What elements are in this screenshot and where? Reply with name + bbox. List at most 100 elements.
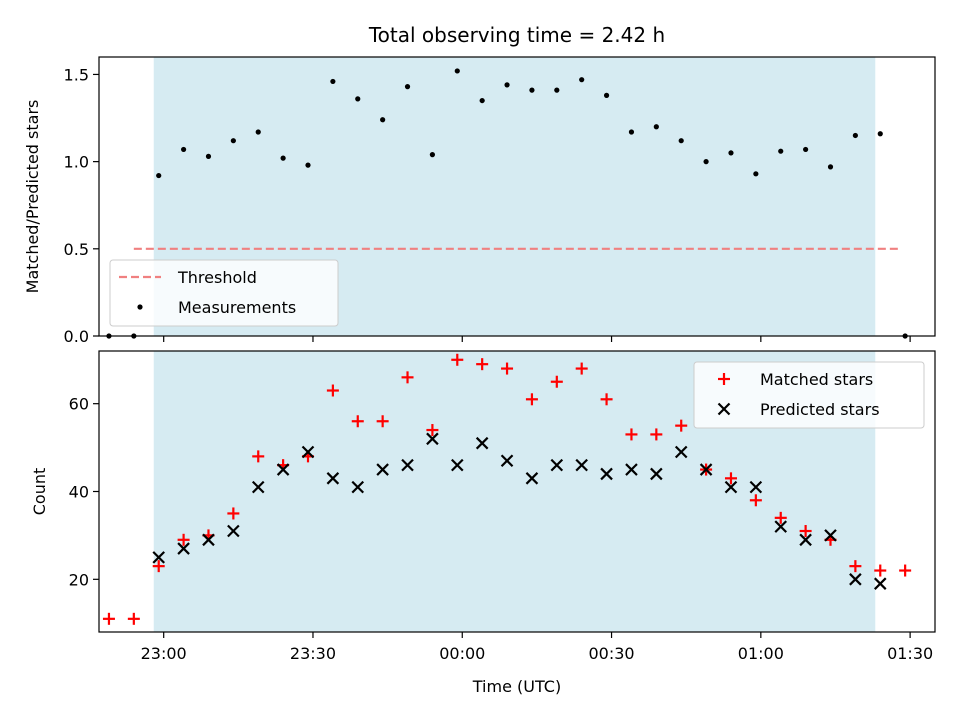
matched-star-point (252, 450, 265, 463)
bottom-ytick-label: 60 (69, 395, 89, 414)
bottom-xtick-label: 00:30 (588, 644, 634, 663)
measurement-point (180, 146, 187, 153)
predicted-star-point (600, 467, 613, 481)
measurement-point (156, 172, 162, 179)
measurement-point (330, 78, 336, 85)
matched-star-point (476, 358, 489, 371)
predicted-star-point (799, 533, 812, 547)
matched-star-point (351, 415, 364, 428)
measurement-point (753, 171, 759, 177)
measurement-point (728, 150, 734, 156)
top-ticks: 0.0 0.5 1.0 1.5 (64, 65, 911, 346)
bottom-legend-box (693, 361, 925, 429)
matched-star-point (625, 428, 638, 441)
measurement-point (205, 153, 212, 159)
matched-star-point (326, 384, 339, 397)
matched-star-point (799, 525, 812, 538)
matched-star-point (724, 472, 737, 485)
predicted-star-point (500, 454, 514, 468)
bottom-y-axis-label: Count (30, 468, 49, 516)
predicted-star-point (873, 577, 887, 590)
measurement-point (703, 159, 709, 165)
top-axes-frame (98, 56, 936, 337)
bottom-xtick-label: 01:30 (887, 644, 933, 663)
matched-star-point (152, 560, 165, 573)
matched-star-point (600, 393, 613, 406)
predicted-star-point (550, 458, 564, 472)
measurement-point (529, 87, 535, 93)
predicted-star-point (326, 472, 340, 485)
bottom-ticks: 20 40 60 23:00 23:30 00:00 00:30 01:00 01:30 (69, 395, 934, 663)
measurement-point (877, 131, 883, 137)
matched-star-point (650, 428, 663, 441)
predicted-star-point (426, 432, 439, 446)
top-panel: 0.0 0.5 1.0 1.5 Total observing time = 2.42… (23, 23, 936, 346)
predicted-star-point (475, 436, 489, 450)
matched-star-point (774, 511, 787, 524)
measurement-point (579, 77, 585, 83)
matched-star-point (874, 564, 887, 577)
matched-star-point (550, 375, 563, 388)
measurement-point (479, 97, 485, 104)
predicted-star-point (276, 463, 290, 476)
bottom-xtick-label: 23:30 (290, 644, 336, 663)
predicted-star-point (451, 458, 464, 472)
top-ytick-label: 1.0 (64, 153, 89, 172)
predicted-legend-marker (717, 402, 731, 416)
count-points (102, 353, 912, 625)
matched-legend-label: Matched stars (760, 370, 873, 389)
measurement-point (603, 92, 610, 98)
matched-star-point (501, 362, 514, 375)
measurements-legend-marker (137, 304, 143, 310)
bottom-xtick-label: 01:00 (738, 644, 784, 663)
threshold-legend-label: Threshold (177, 268, 257, 287)
predicted-star-point (774, 520, 788, 533)
bottom-xtick-label: 23:00 (141, 644, 187, 663)
bottom-xtick-label: 00:00 (439, 644, 485, 663)
top-y-axis-label: Matched/Predicted stars (23, 100, 42, 294)
predicted-star-point (674, 445, 688, 459)
predicted-star-point (525, 472, 539, 485)
measurement-point (380, 117, 386, 123)
measurement-point (504, 82, 510, 88)
matched-legend-marker (718, 373, 730, 385)
matched-star-point (177, 533, 190, 546)
measurement-point (554, 87, 560, 93)
measurement-point (404, 84, 411, 90)
bottom-legend: Matched stars Predicted stars (693, 361, 925, 429)
measurement-point (429, 152, 436, 158)
measurement-point (852, 132, 858, 139)
bottom-panel: 20 40 60 23:00 23:30 00:00 00:30 01:00 01:30 Tim… (30, 350, 936, 696)
measurement-point (628, 129, 635, 135)
predicted-star-point (625, 463, 638, 476)
measurement-point (305, 162, 311, 168)
predicted-star-point (177, 542, 190, 555)
bottom-ytick-label: 20 (69, 570, 89, 589)
measurement-point (255, 129, 261, 135)
bottom-ytick-label: 40 (69, 483, 89, 502)
predicted-star-point (699, 463, 713, 476)
predicted-star-point (351, 480, 365, 494)
measurement-point (230, 138, 236, 144)
measurement-point (803, 146, 809, 153)
matched-star-point (675, 419, 688, 432)
measurement-point (355, 96, 361, 102)
predicted-star-point (202, 533, 215, 547)
bottom-axes-frame (98, 350, 936, 633)
matched-star-point (525, 393, 538, 406)
top-ytick-label: 0.5 (64, 240, 89, 259)
matched-star-point (899, 564, 912, 577)
predicted-star-point (650, 467, 663, 481)
measurements-legend-label: Measurements (178, 298, 296, 317)
predicted-star-point (575, 458, 588, 472)
matched-legend-plus (718, 373, 730, 385)
predicted-star-point (376, 463, 389, 476)
top-ytick-label: 1.5 (64, 65, 89, 84)
top-legend: Threshold Measurements (109, 259, 339, 327)
matched-star-point (127, 612, 140, 625)
predicted-star-point (749, 480, 763, 494)
matched-star-point (376, 415, 389, 428)
measurement-point (653, 124, 659, 130)
predicted-legend-label: Predicted stars (760, 400, 880, 419)
